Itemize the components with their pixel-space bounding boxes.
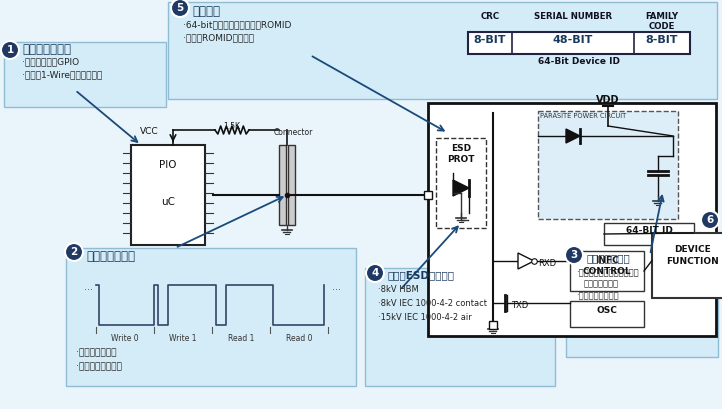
Text: ·15kV IEC 1000-4-2 air: ·15kV IEC 1000-4-2 air: [378, 313, 471, 322]
Text: Read 0: Read 0: [286, 334, 312, 343]
Text: ·可选的1-Wire主机接口芯片: ·可选的1-Wire主机接口芯片: [22, 70, 103, 79]
Circle shape: [65, 243, 83, 261]
Bar: [365, 268, 555, 386]
Circle shape: [1, 41, 19, 59]
Circle shape: [565, 246, 583, 264]
Text: 2: 2: [70, 247, 78, 257]
Text: 出色的ESD保护性能: 出色的ESD保护性能: [388, 270, 455, 280]
Bar: [489, 321, 497, 329]
Text: 额外的供电引脚: 额外的供电引脚: [584, 279, 619, 288]
Text: PARASITE POWER CIRCUIT: PARASITE POWER CIRCUIT: [540, 113, 626, 119]
Text: 8-BIT: 8-BIT: [474, 35, 506, 45]
Text: RXD: RXD: [538, 258, 556, 267]
Text: uC: uC: [161, 197, 175, 207]
Bar: [428, 103, 716, 336]
Polygon shape: [453, 180, 469, 196]
Bar: [288, 145, 295, 225]
Circle shape: [171, 0, 189, 17]
Text: ·信号线寄生供电方式，无须: ·信号线寄生供电方式，无须: [576, 268, 639, 277]
Bar: [424, 191, 432, 199]
Bar: [468, 32, 690, 54]
Bar: [131, 145, 205, 245]
Text: PROT: PROT: [447, 155, 475, 164]
Bar: [652, 233, 722, 298]
Text: ·支持一主多从网络: ·支持一主多从网络: [76, 362, 122, 371]
Text: CRC: CRC: [480, 12, 500, 21]
Text: 简单的主机接口: 简单的主机接口: [22, 43, 71, 56]
Text: CONTROL: CONTROL: [583, 267, 631, 276]
Text: OSC: OSC: [596, 306, 617, 315]
Bar: [279, 145, 286, 225]
Bar: [66, 248, 356, 386]
Text: 8-BIT: 8-BIT: [645, 35, 678, 45]
Bar: [566, 250, 718, 357]
Text: 48-BIT: 48-BIT: [553, 35, 593, 45]
Bar: [570, 251, 644, 291]
Text: 1: 1: [6, 45, 14, 55]
Text: 3: 3: [570, 250, 578, 260]
Polygon shape: [518, 253, 534, 269]
Text: 器件身份: 器件身份: [192, 5, 220, 18]
Circle shape: [701, 211, 719, 229]
Text: 64-Bit Device ID: 64-Bit Device ID: [538, 57, 620, 66]
Text: VDD: VDD: [596, 95, 619, 105]
Bar: [538, 111, 678, 219]
Text: PIO: PIO: [160, 160, 177, 170]
Text: 4: 4: [371, 268, 378, 278]
Text: 双向、串行通信: 双向、串行通信: [86, 250, 135, 263]
Text: ·可提供ROMID定制产品: ·可提供ROMID定制产品: [183, 33, 254, 42]
Text: ESD: ESD: [451, 144, 471, 153]
Polygon shape: [566, 129, 580, 143]
Text: FUNCTION: FUNCTION: [666, 257, 719, 266]
Circle shape: [366, 264, 384, 282]
Text: ·半双工通信模式: ·半双工通信模式: [76, 348, 116, 357]
Text: 器件供电方式：: 器件供电方式：: [587, 253, 631, 263]
Text: ...: ...: [84, 282, 93, 292]
Text: 5: 5: [176, 3, 183, 13]
Text: Write 1: Write 1: [169, 334, 197, 343]
Bar: [436, 138, 486, 228]
Text: INFC: INFC: [595, 256, 619, 265]
Text: ...: ...: [332, 282, 341, 292]
Bar: [604, 223, 694, 245]
Bar: [4, 42, 166, 107]
Text: ·8kV IEC 1000-4-2 contact: ·8kV IEC 1000-4-2 contact: [378, 299, 487, 308]
Text: Connector: Connector: [274, 128, 313, 137]
Text: SERIAL NUMBER: SERIAL NUMBER: [534, 12, 612, 21]
Text: ·内置寄生供电电容: ·内置寄生供电电容: [576, 291, 619, 300]
Text: Read 1: Read 1: [228, 334, 254, 343]
Text: ·8kV HBM: ·8kV HBM: [378, 285, 419, 294]
Text: ·仅需一个双向GPIO: ·仅需一个双向GPIO: [22, 57, 79, 66]
Text: TXD: TXD: [511, 301, 529, 310]
Bar: [570, 301, 644, 327]
Text: 1.5K: 1.5K: [224, 122, 240, 131]
Text: FAMILY
CODE: FAMILY CODE: [645, 12, 679, 31]
Text: Write 0: Write 0: [111, 334, 139, 343]
Text: ·64-bit不可更改的、唯一的ROMID: ·64-bit不可更改的、唯一的ROMID: [183, 20, 292, 29]
Text: VCC: VCC: [140, 128, 159, 137]
Text: 6: 6: [706, 215, 713, 225]
Text: DEVICE: DEVICE: [674, 245, 711, 254]
Bar: [168, 2, 717, 99]
Text: 64-BIT ID: 64-BIT ID: [625, 226, 672, 235]
